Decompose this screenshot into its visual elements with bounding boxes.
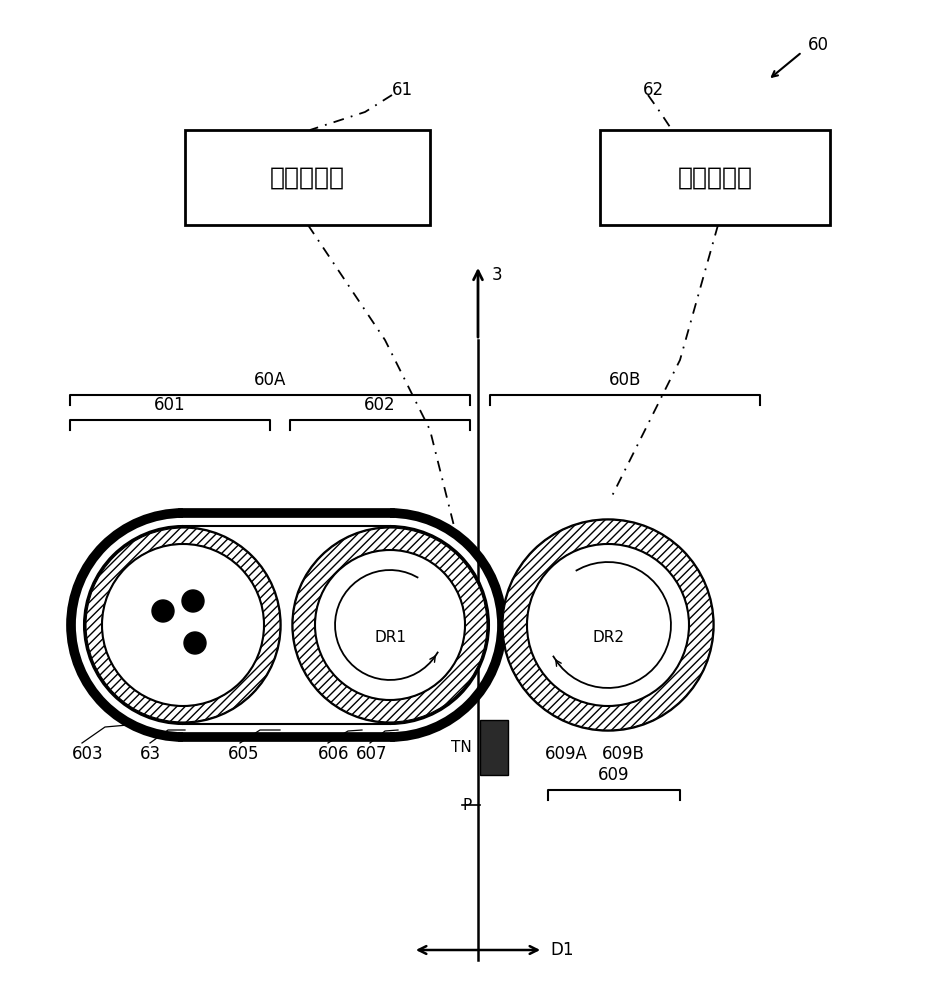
- Wedge shape: [503, 520, 713, 730]
- Text: 61: 61: [392, 81, 413, 99]
- Text: 609: 609: [598, 766, 630, 784]
- Text: DR1: DR1: [374, 630, 406, 645]
- Circle shape: [503, 520, 713, 730]
- Circle shape: [184, 632, 206, 654]
- Text: 63: 63: [140, 745, 161, 763]
- Text: P: P: [463, 798, 472, 812]
- Circle shape: [152, 600, 174, 622]
- Text: 606: 606: [318, 745, 350, 763]
- Text: 62: 62: [643, 81, 664, 99]
- Circle shape: [527, 544, 689, 706]
- Wedge shape: [293, 528, 487, 722]
- Bar: [600, 130, 830, 225]
- Text: 60: 60: [808, 36, 829, 54]
- Wedge shape: [86, 528, 280, 722]
- Text: 605: 605: [228, 745, 259, 763]
- Text: 607: 607: [356, 745, 388, 763]
- Text: 60B: 60B: [609, 371, 641, 389]
- Bar: [185, 130, 430, 225]
- Text: 609A: 609A: [545, 745, 588, 763]
- Text: 60A: 60A: [254, 371, 286, 389]
- Text: D1: D1: [550, 941, 574, 959]
- Text: 603: 603: [72, 745, 103, 763]
- Circle shape: [293, 528, 487, 722]
- Text: 609B: 609B: [602, 745, 644, 763]
- Text: 601: 601: [154, 396, 186, 414]
- Text: 602: 602: [365, 396, 396, 414]
- Circle shape: [102, 544, 264, 706]
- Circle shape: [315, 550, 465, 700]
- Bar: [480, 720, 508, 775]
- Text: 定影辊电机: 定影辊电机: [270, 165, 345, 190]
- Text: TN: TN: [451, 740, 472, 755]
- Text: 加压辊电机: 加压辊电机: [677, 165, 752, 190]
- Text: DR2: DR2: [592, 630, 624, 645]
- Circle shape: [182, 590, 204, 612]
- Text: 3: 3: [492, 266, 502, 284]
- Circle shape: [86, 528, 280, 722]
